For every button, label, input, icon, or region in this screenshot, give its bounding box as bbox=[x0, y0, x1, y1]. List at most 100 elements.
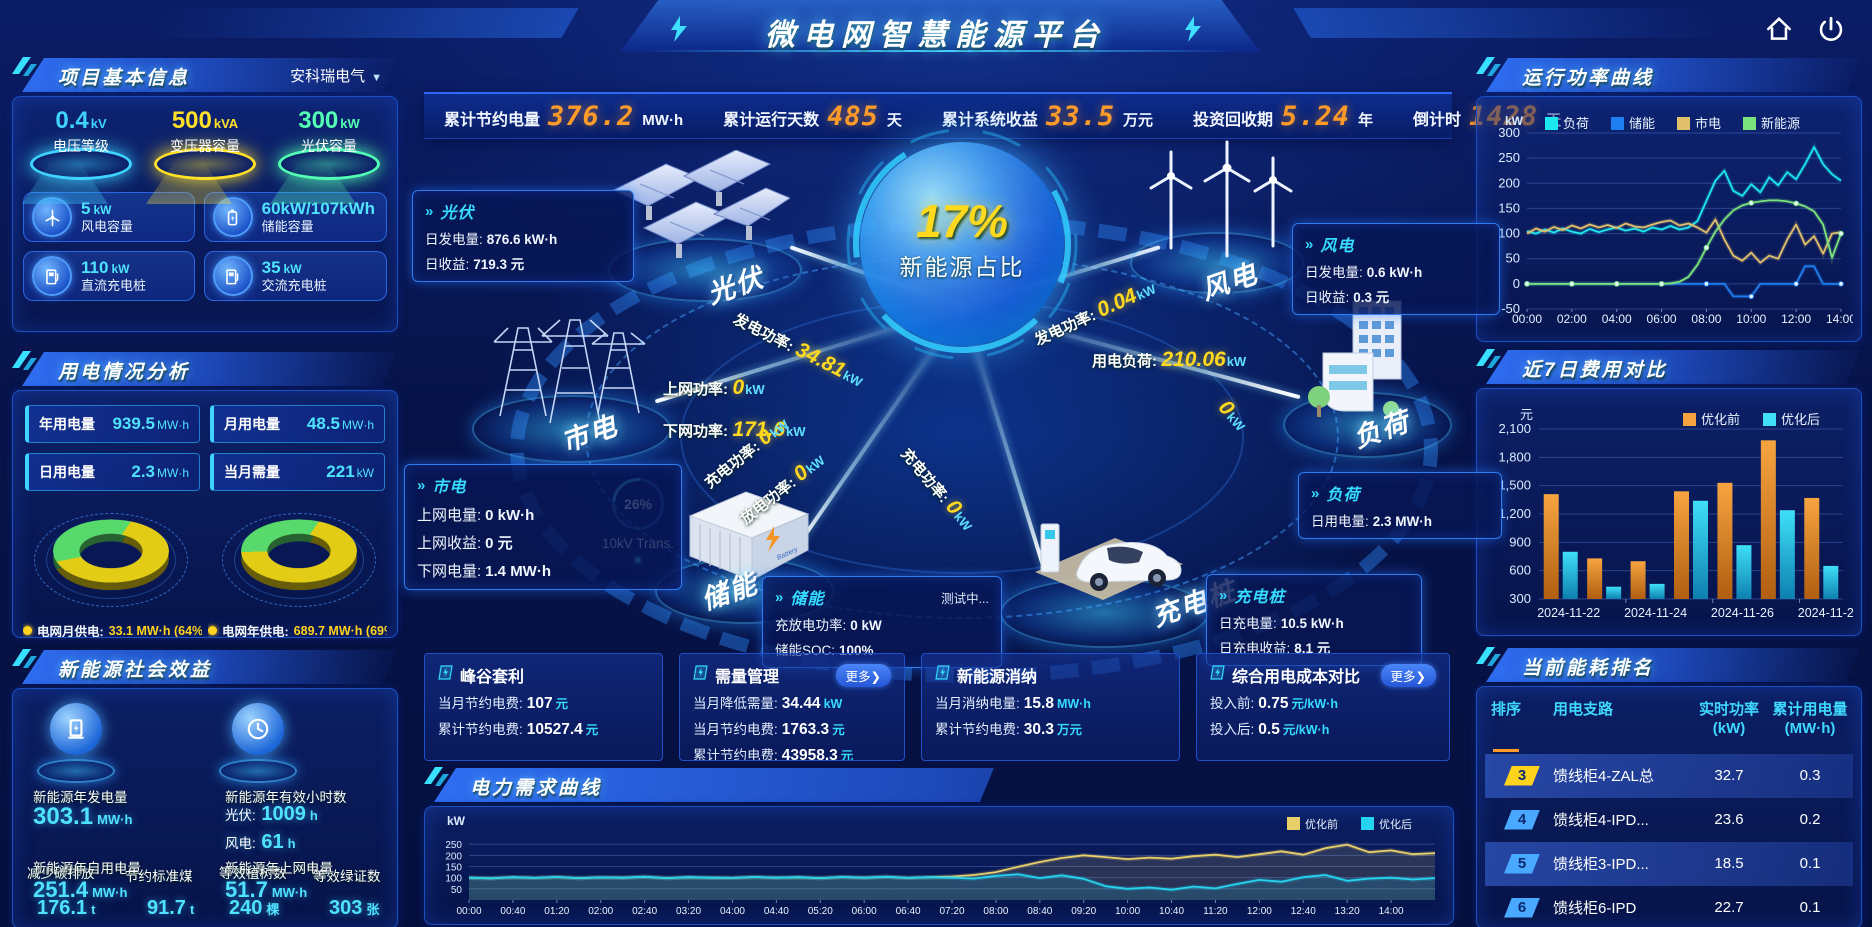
label: 风电: bbox=[225, 836, 256, 851]
charger-info-card: » 充电桩 日充电量: 10.5 kW·h 日充电收益: 8.1 元 bbox=[1206, 574, 1422, 666]
svg-text:250: 250 bbox=[445, 840, 462, 851]
label: 充放电功率: bbox=[775, 618, 847, 633]
svg-text:05:20: 05:20 bbox=[808, 906, 833, 917]
svg-text:0: 0 bbox=[1513, 276, 1520, 291]
label: 日充电量: bbox=[1219, 616, 1277, 631]
benefit-card-header: 峰谷套利 bbox=[438, 663, 649, 687]
card-title: 光伏 bbox=[440, 205, 475, 222]
panel-corner-icon bbox=[422, 762, 450, 795]
svg-text:02:00: 02:00 bbox=[1557, 312, 1587, 326]
self-use-label: 新能源年自用电量 bbox=[33, 861, 141, 876]
power-icon[interactable] bbox=[1816, 14, 1846, 44]
value: 0 元 bbox=[485, 535, 513, 552]
lightning-icon bbox=[671, 16, 687, 42]
benefit-card-header: 综合用电成本对比 更多❯ bbox=[1210, 663, 1436, 687]
svg-text:优化后: 优化后 bbox=[1781, 412, 1820, 427]
company-selector[interactable]: 安科瑞电气 ▼ bbox=[290, 65, 382, 86]
coal-value: 91.7 t bbox=[147, 897, 194, 920]
svg-text:50: 50 bbox=[1506, 251, 1520, 266]
svg-text:14:00: 14:00 bbox=[1379, 906, 1404, 917]
pv-node-icon bbox=[612, 150, 790, 258]
generation-pedestal bbox=[31, 703, 121, 783]
usage-stat: 日用电量 2.3 MW·h bbox=[25, 453, 200, 491]
kpi-value: 33.5 bbox=[1045, 100, 1115, 132]
usage-stats: 年用电量 939.5 MW·h 月用电量 48.5 MW·h 日用电量 2.3 MW·h 当月需量… bbox=[13, 391, 397, 495]
panel-power-curve: 运行功率曲线 -50 0 50 100 150 200 250 300 kW 00:00 02:00… bbox=[1476, 57, 1862, 342]
label: 上网收益: bbox=[417, 535, 482, 552]
usage-stat: 当月需量 221 kW bbox=[210, 453, 385, 491]
benefit-title: 综合用电成本对比 bbox=[1232, 669, 1361, 686]
svg-text:04:00: 04:00 bbox=[720, 906, 745, 917]
label: 下网电量: bbox=[417, 563, 482, 580]
ranking-col-header: 排序 bbox=[1491, 701, 1522, 718]
more-button[interactable]: 更多❯ bbox=[1380, 663, 1436, 687]
trees-label: 等效植树数 bbox=[219, 866, 287, 881]
label: 用电负荷: bbox=[1092, 353, 1157, 370]
svg-text:-50: -50 bbox=[1501, 301, 1520, 316]
ranking-header: 排序 用电支路 实时功率 (kW) 累计用电量 (MW·h) bbox=[1477, 687, 1861, 739]
svg-text:50: 50 bbox=[451, 885, 463, 896]
svg-text:kW: kW bbox=[447, 814, 466, 828]
svg-text:11:20: 11:20 bbox=[1203, 906, 1228, 917]
svg-text:2024-11-24: 2024-11-24 bbox=[1624, 606, 1687, 620]
svg-text:2,100: 2,100 bbox=[1498, 421, 1531, 436]
flow-extra: 0kW bbox=[1213, 396, 1252, 436]
chevron-down-icon: ▼ bbox=[371, 72, 382, 84]
table-row[interactable]: 5 馈线柜3-IPD... 18.5 0.1 bbox=[1485, 841, 1853, 886]
value: 0 bbox=[732, 376, 745, 399]
benefit-card-header: 新能源消纳 bbox=[935, 663, 1166, 687]
stat-value: 48.5 MW·h bbox=[306, 414, 374, 433]
capacity-cone: 0.4 kV 电压等级 bbox=[22, 107, 140, 204]
to-grid-label: 新能源年上网电量 bbox=[225, 861, 333, 876]
more-button[interactable]: 更多❯ bbox=[835, 663, 891, 687]
benefit-row: 累计节约电费: 30.3 万元 bbox=[935, 721, 1082, 738]
unit: MW·h bbox=[271, 885, 308, 900]
kpi-item: 累计运行天数 485 天 bbox=[703, 101, 922, 132]
kpi-label: 倒计时 bbox=[1413, 111, 1462, 129]
panel-title: 用电情况分析 bbox=[58, 362, 191, 383]
panel-corner-icon bbox=[1474, 344, 1502, 377]
renewable-share-value: 17% bbox=[915, 195, 1009, 247]
pv-hours: 光伏: 1009 h bbox=[225, 803, 318, 826]
home-icon[interactable] bbox=[1764, 14, 1794, 44]
panel-body: 300 600 900 1,200 1,500 1,800 2,100 元 2024-11-22… bbox=[1476, 388, 1862, 636]
card-row: 日充电量: 10.5 kW·h bbox=[1219, 612, 1409, 632]
value: 51.7 bbox=[225, 877, 268, 902]
capacity-chip: 110 kW 直流充电桩 bbox=[23, 251, 195, 301]
unit: kW bbox=[1226, 354, 1247, 369]
value: 240 bbox=[229, 897, 263, 919]
svg-text:100: 100 bbox=[445, 874, 462, 885]
value: 303.1 bbox=[33, 803, 94, 830]
usage-donuts bbox=[13, 495, 397, 613]
benefit-card-header: 需量管理 更多❯ bbox=[693, 663, 891, 687]
panel-title: 近7日费用对比 bbox=[1522, 360, 1668, 381]
svg-text:负荷: 负荷 bbox=[1563, 116, 1589, 131]
table-row[interactable]: 6 馈线柜6-IPD 22.7 0.1 bbox=[1485, 886, 1853, 927]
certs-label: 等效绿证数 bbox=[313, 869, 381, 884]
svg-text:13:20: 13:20 bbox=[1335, 906, 1360, 917]
value: 0.6 kW·h bbox=[1366, 265, 1423, 280]
svg-text:2024-11-22: 2024-11-22 bbox=[1537, 606, 1600, 620]
chevron-right-icon: » bbox=[1305, 235, 1314, 253]
panel-title: 项目基本信息 bbox=[58, 68, 191, 89]
svg-text:优化后: 优化后 bbox=[1379, 817, 1412, 831]
table-row[interactable]: 3 馈线柜4-ZAL总 32.7 0.3 bbox=[1485, 753, 1853, 798]
capacity-cone: 500 kVA 变压器容量 bbox=[146, 107, 264, 204]
kpi-value: 5.24 bbox=[1281, 100, 1351, 132]
unit: kW bbox=[840, 367, 865, 390]
energy-panel-icon bbox=[50, 703, 102, 755]
storage-node-icon: Battery bbox=[688, 491, 810, 581]
supply-donut-chart bbox=[26, 501, 196, 613]
unit: MW·h bbox=[97, 812, 133, 827]
panel-corner-icon bbox=[10, 644, 38, 677]
unit: t bbox=[91, 902, 96, 917]
stat-label: 日用电量 bbox=[39, 464, 95, 480]
cost-compare-chart: 300 600 900 1,200 1,500 1,800 2,100 元 2024-11-22… bbox=[1483, 395, 1860, 627]
unit: 张 bbox=[366, 902, 380, 917]
benefit-row: 投入后: 0.5 元/kW·h bbox=[1210, 721, 1330, 738]
supply-donut-chart bbox=[214, 501, 384, 613]
benefit-row: 当月消纳电量: 15.8 MW·h bbox=[935, 695, 1091, 712]
table-row[interactable]: 4 馈线柜4-IPD... 23.6 0.2 bbox=[1485, 798, 1853, 842]
unit: h bbox=[287, 836, 296, 851]
